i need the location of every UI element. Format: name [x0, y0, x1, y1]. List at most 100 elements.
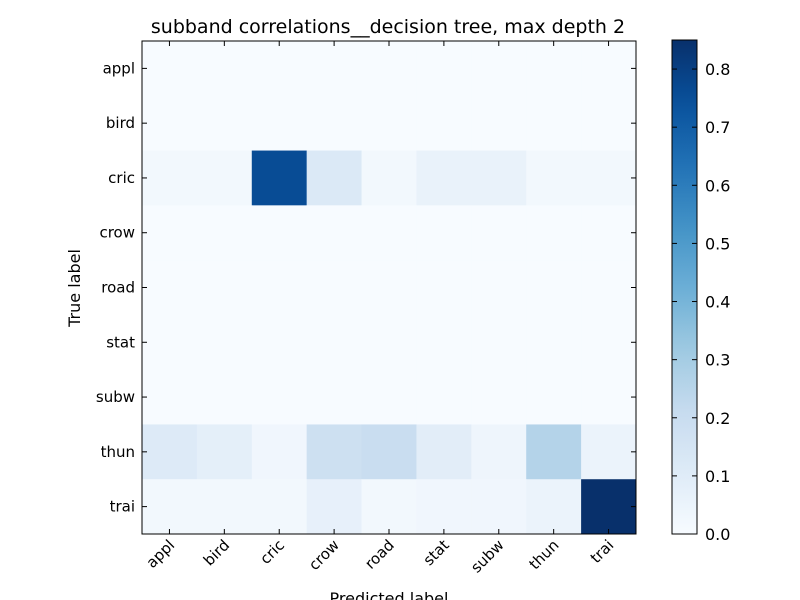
heatmap-cell-cric-appl [142, 150, 198, 206]
heatmap-cell-trai-subw [471, 479, 527, 535]
heatmap-cell-road-appl [142, 260, 198, 316]
heatmap-cell-trai-stat [416, 479, 472, 535]
y-tick-label: subw [96, 388, 135, 406]
heatmap-cell-appl-cric [251, 41, 308, 97]
y-tick-label: thun [101, 443, 135, 461]
x-tick-label: crow [305, 536, 343, 574]
x-tick-label: road [361, 536, 398, 573]
colorbar-tick-label: 0.1 [705, 467, 730, 486]
heatmap-cell-road-subw [471, 260, 527, 316]
heatmap-cell-crow-subw [471, 205, 527, 261]
x-axis-label: Predicted label [330, 589, 449, 600]
colorbar-tick-label: 0.4 [705, 293, 730, 312]
heatmap-cell-bird-appl [142, 95, 198, 152]
heatmap-cell-thun-stat [416, 424, 472, 480]
heatmap-cell-subw-cric [251, 369, 308, 425]
heatmap-cell-crow-road [361, 205, 417, 261]
heatmap-cell-subw-thun [526, 369, 582, 425]
heatmap-cell-bird-crow [306, 95, 363, 152]
heatmap-cell-thun-trai [581, 424, 637, 480]
heatmap-cell-subw-subw [471, 369, 527, 425]
heatmap-cell-bird-thun [526, 95, 582, 152]
heatmap-cell-bird-bird [196, 95, 253, 152]
heatmap-cell-cric-bird [196, 150, 253, 206]
y-tick-label: bird [106, 114, 135, 132]
colorbar-tick-label: 0.2 [705, 409, 730, 428]
x-tick-label: appl [143, 536, 179, 572]
heatmap-cell-crow-thun [526, 205, 582, 261]
y-tick-label: stat [106, 333, 135, 351]
heatmap-cell-thun-crow [306, 424, 363, 480]
heatmap-cell-crow-crow [306, 205, 363, 261]
heatmap-cell-crow-appl [142, 205, 198, 261]
heatmap-cell-thun-road [361, 424, 417, 480]
heatmap-cell-appl-thun [526, 41, 582, 97]
heatmap-cell-crow-stat [416, 205, 472, 261]
heatmap-cell-cric-trai [581, 150, 637, 206]
colorbar-tick-label: 0.5 [705, 234, 730, 253]
heatmap-cell-appl-crow [306, 41, 363, 97]
chart-title: subband correlations__decision tree, max… [151, 16, 625, 38]
heatmap-cell-subw-appl [142, 369, 198, 425]
heatmap-cell-stat-road [361, 314, 417, 371]
heatmap-cell-bird-stat [416, 95, 472, 152]
heatmap-cell-trai-trai [581, 479, 637, 535]
x-tick-label: subw [467, 536, 507, 576]
heatmap-cell-appl-subw [471, 41, 527, 97]
y-axis-label: True label [65, 249, 84, 328]
heatmap-cell-road-stat [416, 260, 472, 316]
heatmap-cell-road-crow [306, 260, 363, 316]
heatmap-cell-cric-road [361, 150, 417, 206]
heatmap-cell-trai-bird [196, 479, 253, 535]
heatmap-cell-appl-appl [142, 41, 198, 97]
heatmap-cell-crow-trai [581, 205, 637, 261]
x-tick-label: trai [587, 536, 618, 567]
heatmap-cell-thun-thun [526, 424, 582, 480]
heatmap-cell-thun-subw [471, 424, 527, 480]
heatmap-cell-stat-trai [581, 314, 637, 371]
y-tick-label: road [101, 279, 135, 297]
heatmap-cell-appl-stat [416, 41, 472, 97]
heatmap-cell-crow-cric [251, 205, 308, 261]
colorbar-tick-label: 0.3 [705, 351, 730, 370]
colorbar-tick-label: 0.7 [705, 118, 730, 137]
heatmap-cell-stat-cric [251, 314, 308, 371]
heatmap-cells [142, 41, 637, 535]
heatmap-cell-cric-subw [471, 150, 527, 206]
y-axis-ticks: appl bird cric crow road stat subw thun trai [96, 59, 636, 516]
x-tick-label: thun [525, 536, 562, 573]
y-tick-label: trai [110, 498, 135, 516]
heatmap-cell-road-road [361, 260, 417, 316]
heatmap-cell-trai-appl [142, 479, 198, 535]
heatmap-cell-trai-road [361, 479, 417, 535]
heatmap-cell-thun-bird [196, 424, 253, 480]
heatmap-cell-crow-bird [196, 205, 253, 261]
heatmap-cell-trai-cric [251, 479, 308, 535]
heatmap-cell-bird-trai [581, 95, 637, 152]
heatmap-cell-trai-crow [306, 479, 363, 535]
y-tick-label: appl [103, 59, 135, 77]
heatmap-cell-cric-stat [416, 150, 472, 206]
colorbar-ticks: 0.0 0.1 0.2 0.3 0.4 0.5 0.6 0.7 0.8 [672, 60, 730, 544]
heatmap-cell-trai-thun [526, 479, 582, 535]
x-tick-label: bird [200, 536, 233, 569]
heatmap-cell-appl-trai [581, 41, 637, 97]
heatmap-cell-road-thun [526, 260, 582, 316]
x-tick-label: stat [420, 536, 453, 569]
heatmap-cell-stat-crow [306, 314, 363, 371]
colorbar-tick-label: 0.8 [705, 60, 730, 79]
heatmap-cell-subw-bird [196, 369, 253, 425]
heatmap-cell-subw-stat [416, 369, 472, 425]
heatmap-cell-stat-thun [526, 314, 582, 371]
heatmap-cell-road-trai [581, 260, 637, 316]
y-tick-label: cric [108, 169, 135, 187]
heatmap-cell-stat-subw [471, 314, 527, 371]
heatmap-cell-road-bird [196, 260, 253, 316]
heatmap-cell-appl-road [361, 41, 417, 97]
heatmap-cell-thun-cric [251, 424, 308, 480]
heatmap-cell-stat-appl [142, 314, 198, 371]
heatmap-cell-stat-stat [416, 314, 472, 371]
heatmap-cell-road-cric [251, 260, 308, 316]
heatmap-cell-subw-trai [581, 369, 637, 425]
